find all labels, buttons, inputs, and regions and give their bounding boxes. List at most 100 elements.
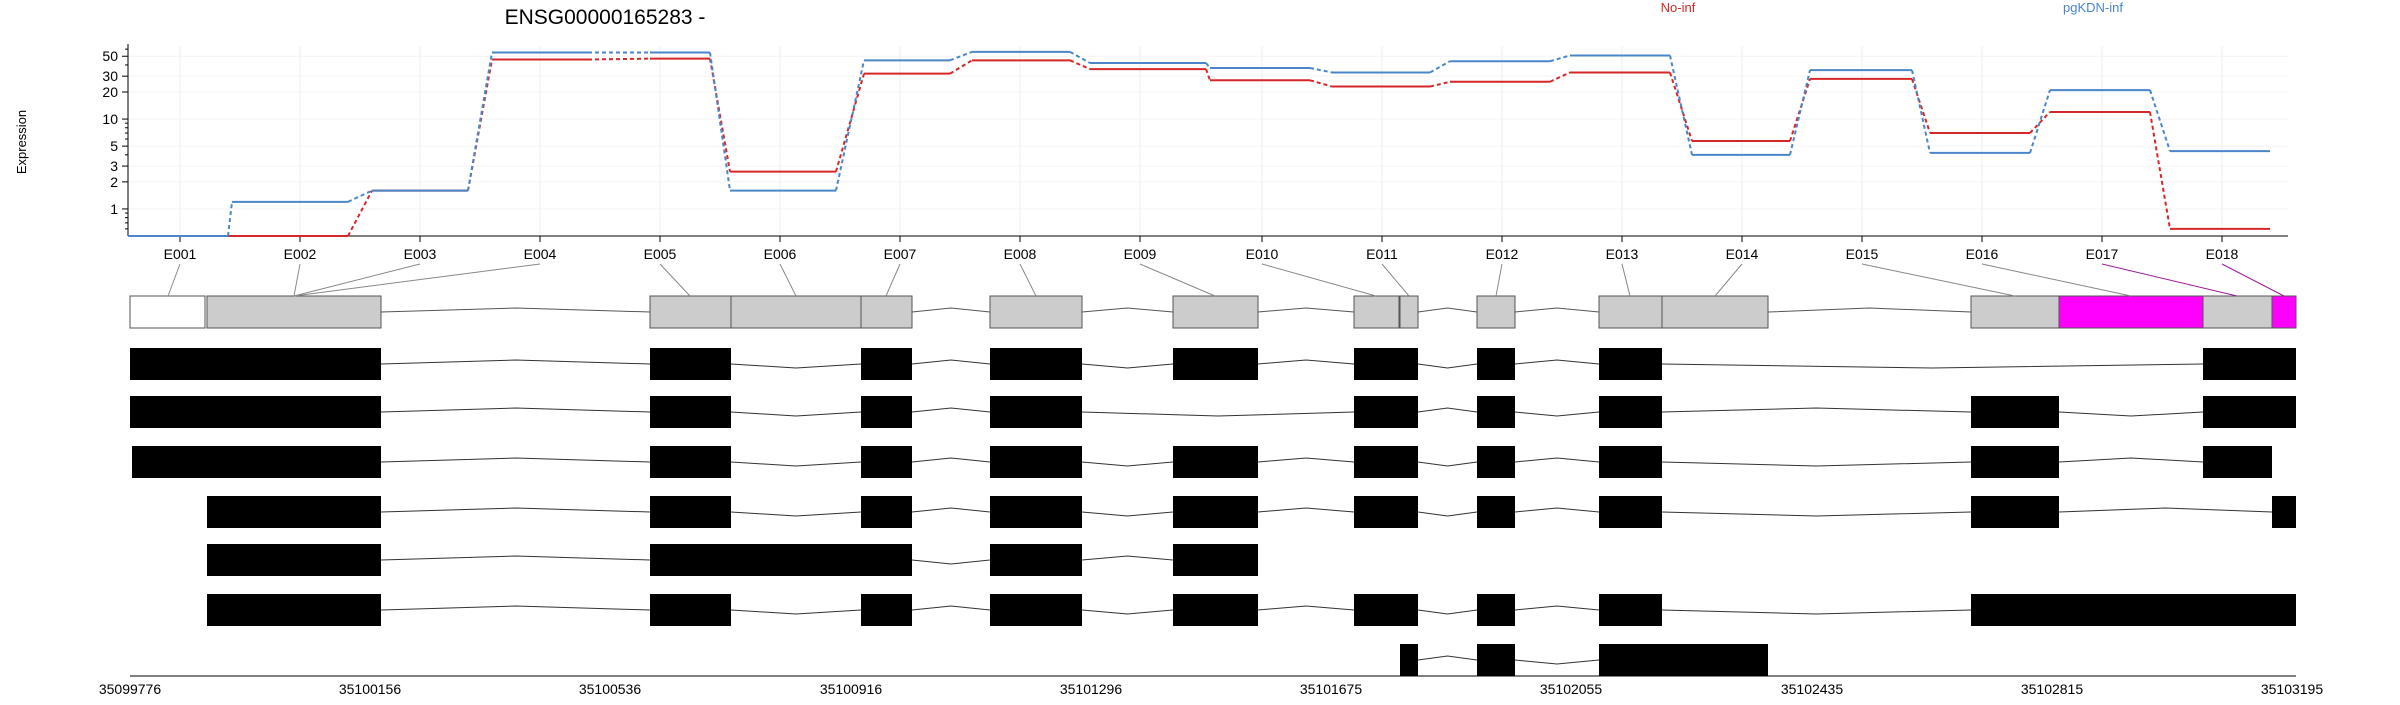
transcript-exon xyxy=(1477,396,1515,428)
transcript-exon xyxy=(1477,446,1515,478)
bin-connector xyxy=(167,263,181,297)
x-tick-label: E003 xyxy=(404,246,437,262)
series-connector xyxy=(347,189,373,203)
legend-no-inf: No-inf xyxy=(1661,0,1696,15)
transcript-intron xyxy=(1081,363,1174,369)
grid-lines xyxy=(128,46,2288,236)
bin-connector xyxy=(293,263,421,297)
transcript-2 xyxy=(130,396,2296,428)
transcript-intron xyxy=(1257,507,1355,513)
transcript-exon xyxy=(990,396,1082,428)
legend-pgkdn-inf: pgKDN-inf xyxy=(2063,0,2123,15)
series-connector xyxy=(1069,59,1091,70)
chart-title: ENSG00000165283 - xyxy=(505,6,706,29)
intron-line xyxy=(1257,307,1355,313)
transcript-intron xyxy=(1514,507,1600,513)
series-connector xyxy=(835,60,865,191)
transcript-intron xyxy=(1417,655,1478,661)
transcript-intron xyxy=(1661,609,1972,615)
transcript-exon xyxy=(1971,496,2059,528)
series-connector xyxy=(1789,78,1811,142)
series-connector xyxy=(587,57,651,61)
exon-bin xyxy=(2058,295,2204,329)
gene-model xyxy=(129,263,2297,329)
y-tick-label: 2 xyxy=(110,174,118,190)
bin-connector xyxy=(1861,263,2016,297)
transcript-exon xyxy=(1173,496,1258,528)
series-connector xyxy=(2149,89,2171,152)
x-tick-label: E002 xyxy=(284,246,317,262)
coordinate-tick-label: 35099776 xyxy=(99,681,162,697)
transcript-intron xyxy=(1081,461,1174,467)
exon-bin xyxy=(1598,295,1663,329)
transcript-intron xyxy=(730,609,862,615)
intron-line xyxy=(1081,307,1174,313)
bin-connector xyxy=(885,263,901,297)
transcript-intron xyxy=(1081,411,1355,417)
series-connector xyxy=(347,190,373,237)
transcript-intron xyxy=(1661,461,1972,467)
exon-bin xyxy=(989,295,1083,329)
transcript-exon xyxy=(650,396,731,428)
transcript-intron xyxy=(380,507,651,513)
transcript-exon xyxy=(650,496,731,528)
series-connector xyxy=(1205,68,1211,81)
transcript-exon xyxy=(2203,396,2296,428)
transcript-intron xyxy=(911,407,991,413)
x-tick-label: E007 xyxy=(884,246,917,262)
transcript-intron xyxy=(730,363,862,369)
exon-bin xyxy=(2202,295,2273,329)
y-tick-label: 50 xyxy=(102,48,118,64)
x-tick-label: E015 xyxy=(1846,246,1879,262)
transcript-3 xyxy=(132,446,2272,478)
transcript-intron xyxy=(380,407,651,413)
transcript-1 xyxy=(130,348,2296,380)
transcript-exon xyxy=(130,348,381,380)
transcript-exon xyxy=(1599,396,1662,428)
transcript-exon xyxy=(650,446,731,478)
transcript-6 xyxy=(207,594,2296,626)
transcript-intron xyxy=(1257,605,1355,611)
transcript-exon xyxy=(650,594,731,626)
series-connector xyxy=(2149,111,2171,230)
transcript-intron xyxy=(1417,609,1478,615)
transcript-intron xyxy=(1417,511,1478,517)
transcript-exon xyxy=(1354,496,1418,528)
coordinate-tick-label: 35100156 xyxy=(339,681,402,697)
transcript-exon xyxy=(132,446,381,478)
bin-connector xyxy=(1714,263,1743,297)
series-connector xyxy=(949,50,973,62)
transcript-exon xyxy=(861,446,912,478)
transcript-intron xyxy=(911,559,991,565)
coordinate-axis: 35099776 35100156 35100536 35100916 35101296… xyxy=(99,675,2323,697)
transcript-intron xyxy=(380,605,651,611)
transcript-intron xyxy=(1081,511,1174,517)
x-tick-label: E008 xyxy=(1004,246,1037,262)
bin-connector xyxy=(1621,263,1631,297)
x-tick-label: E001 xyxy=(164,246,197,262)
transcript-exon xyxy=(2203,348,2296,380)
transcript-exon xyxy=(1599,446,1662,478)
coordinate-tick-label: 35100916 xyxy=(820,681,883,697)
bin-connector xyxy=(1139,263,1216,297)
coordinate-tick-label: 35102435 xyxy=(1781,681,1844,697)
exon-bin xyxy=(1970,295,2060,329)
bin-connector xyxy=(1019,263,1037,297)
transcript-intron xyxy=(1081,555,1174,561)
series-connector xyxy=(1549,71,1571,83)
transcript-exon xyxy=(990,496,1082,528)
transcript-exon xyxy=(990,348,1082,380)
transcript-exon xyxy=(1173,544,1258,576)
transcript-intron xyxy=(2058,457,2204,463)
transcript-exon xyxy=(1477,644,1515,676)
transcript-exon xyxy=(990,544,1082,576)
transcript-exon xyxy=(1477,594,1515,626)
series-connector xyxy=(227,201,233,237)
transcript-intron xyxy=(1417,407,1478,413)
coordinate-tick-label: 35100536 xyxy=(579,681,642,697)
transcript-exon xyxy=(1971,446,2059,478)
transcript-exon xyxy=(2203,446,2272,478)
